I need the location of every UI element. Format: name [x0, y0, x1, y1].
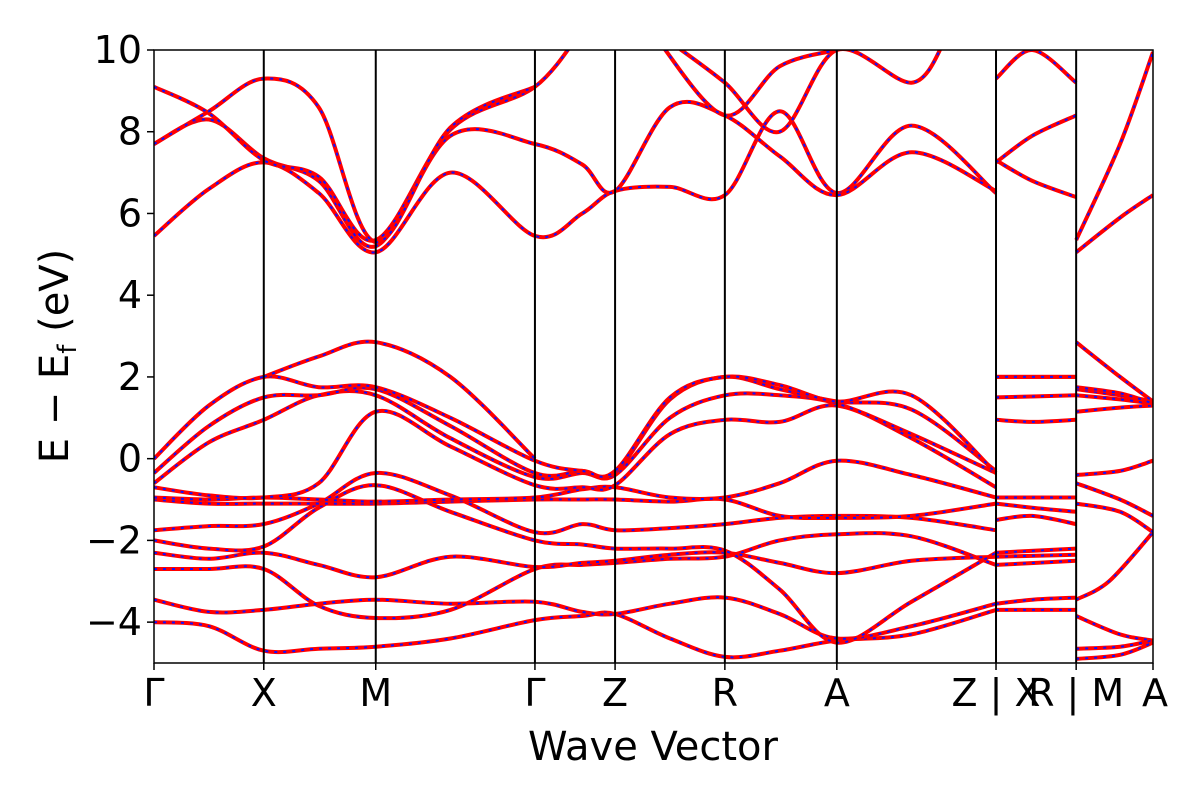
- band-9-segment-2-dashed: [995, 418, 1077, 423]
- band-2-segment-3-dashed: [1075, 531, 1153, 601]
- y-axis-title-unit: (eV): [32, 249, 78, 345]
- x-axis-ticks: Γ X M Γ Z R A Z | XR | M A: [143, 663, 1168, 716]
- band-14-segment-3-dashed: [1075, 194, 1153, 254]
- x-tick-label-3: M: [359, 671, 392, 715]
- band-7-segment-2-dashed: [995, 502, 1077, 513]
- band-5-segment-2: [995, 546, 1077, 555]
- y-tick-label-1: −4: [86, 600, 142, 644]
- plot-frame: [153, 49, 1154, 664]
- band-5-segment-3-dashed: [1076, 502, 1153, 534]
- y-axis-title-sub: f: [53, 344, 83, 354]
- y-tick-label-7: 8: [118, 110, 142, 154]
- x-tick-label-8: Z | X: [951, 671, 1040, 716]
- plot-background: [154, 50, 1153, 663]
- x-tick-label-2: X: [251, 671, 277, 715]
- band-7-segment-3-dashed: [1076, 459, 1153, 476]
- band-2-segment-1-dashed: [154, 596, 997, 640]
- band-12-segment-1-dashed: [154, 375, 997, 478]
- x-tick-label-7: A: [824, 671, 850, 715]
- band-10-segment-2: [995, 393, 1077, 400]
- band-12-segment-3-dashed: [1075, 341, 1153, 403]
- band-7-segment-1: [154, 496, 997, 521]
- y-axis-title: E − Ef (eV): [32, 249, 83, 464]
- band-17-segment-1-dashed: [154, 77, 536, 244]
- y-tick-label-5: 4: [118, 273, 142, 317]
- band-14-segment-2-dashed: [995, 159, 1077, 199]
- y-tick-label-3: 0: [118, 437, 142, 481]
- x-tick-label-6: R: [712, 671, 738, 715]
- y-axis-ticks: −4 −2 0 2 4 6 8 10: [86, 28, 154, 644]
- band-18-segment-1-dashed: [679, 50, 942, 134]
- band-3-segment-3-dashed: [1076, 639, 1153, 650]
- band-2-segment-2-dashed: [995, 596, 1077, 605]
- band-10-segment-3-dashed: [1076, 388, 1153, 403]
- band-15-segment-2-dashed: [995, 114, 1077, 164]
- y-axis-title-main: E − E: [32, 354, 78, 464]
- band-11-segment-3-dashed: [1076, 386, 1153, 405]
- band-1-segment-3-dashed: [1075, 615, 1153, 642]
- band-19-segment-1: [662, 50, 838, 118]
- y-tick-label-2: −2: [86, 518, 142, 562]
- band-5-segment-1: [154, 483, 997, 645]
- band-15-segment-1-dashed: [154, 100, 997, 248]
- x-axis-title: Wave Vector: [528, 724, 779, 770]
- band-6-segment-2-dashed: [995, 514, 1077, 526]
- band-4-segment-1: [154, 550, 997, 580]
- band-4-segment-3-dashed: [1076, 641, 1153, 660]
- band-9-segment-2: [995, 417, 1077, 424]
- band-13-segment-1-dashed: [263, 340, 536, 460]
- band-15-segment-3: [1074, 51, 1153, 241]
- band-9-segment-3-dashed: [1076, 394, 1153, 405]
- high-symmetry-lines: [262, 50, 1078, 663]
- y-tick-label-8: 10: [94, 28, 142, 72]
- x-tick-label-9: R | M: [1028, 671, 1124, 716]
- band-3-segment-2: [995, 558, 1077, 567]
- x-tick-label-1: Γ: [143, 671, 164, 715]
- band-8-segment-3-dashed: [1076, 404, 1153, 413]
- x-tick-label-10: A: [1142, 671, 1168, 715]
- band-6-segment-3-dashed: [1075, 482, 1153, 517]
- y-tick-label-4: 2: [118, 355, 142, 399]
- band-6-segment-1-dashed: [154, 471, 997, 535]
- band-lines: [154, 50, 1153, 661]
- band-4-segment-2: [995, 552, 1077, 559]
- y-tick-label-6: 6: [118, 191, 142, 235]
- band-16-segment-1-dashed: [154, 50, 569, 242]
- x-tick-label-5: Z: [602, 671, 628, 715]
- band-9-segment-1: [154, 403, 998, 501]
- band-17-segment-2-dashed: [995, 50, 1077, 84]
- band-14-segment-1-dashed: [154, 110, 997, 254]
- x-tick-label-4: Γ: [524, 671, 545, 715]
